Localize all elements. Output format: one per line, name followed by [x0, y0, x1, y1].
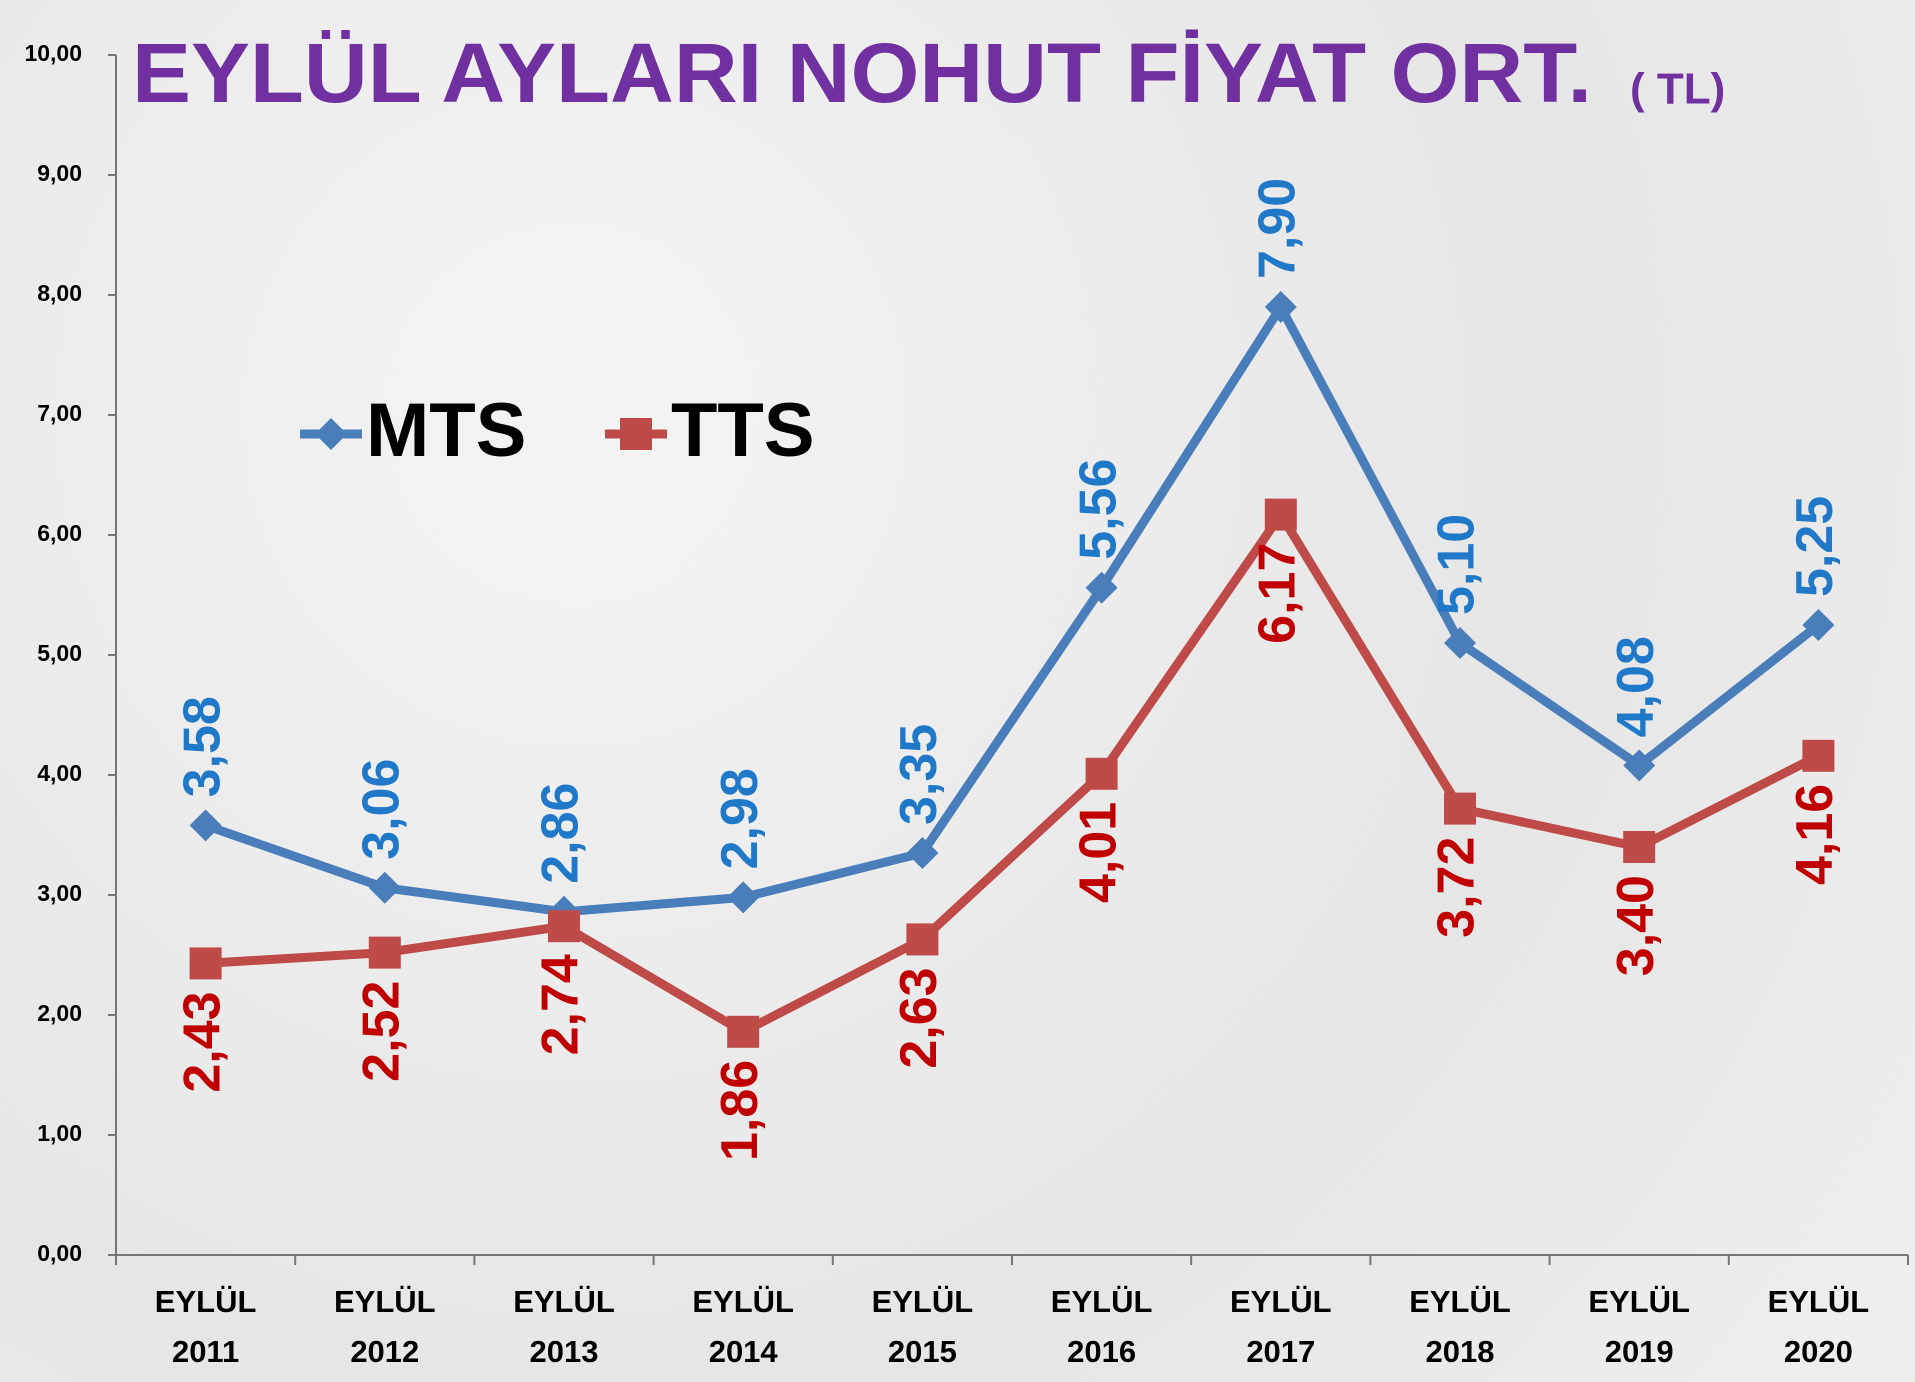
data-label: 2,63: [890, 967, 948, 1068]
marker: [189, 947, 222, 980]
x-tick-label: EYLÜL 2018: [1409, 1284, 1511, 1369]
data-label: 5,56: [1069, 459, 1127, 560]
marker: [1802, 739, 1835, 772]
x-tick-label: EYLÜL 2017: [1229, 1284, 1332, 1369]
marker: [1444, 792, 1476, 825]
x-tick-label: EYLÜL 2011: [154, 1284, 257, 1369]
data-label: 3,06: [353, 759, 411, 860]
y-tick-label: 1,00: [37, 1120, 82, 1146]
data-label: 2,98: [711, 768, 769, 869]
x-tick-label: EYLÜL 2012: [333, 1284, 436, 1369]
marker: [906, 923, 939, 956]
marker: [1444, 627, 1476, 659]
x-tick-label: EYLÜL 2013: [513, 1284, 615, 1369]
y-tick-label: 9,00: [37, 160, 82, 186]
data-label: 2,86: [532, 783, 590, 884]
data-label: 6,17: [1249, 543, 1307, 644]
data-label: 4,01: [1069, 802, 1127, 903]
x-tick-label: EYLÜL 2014: [692, 1284, 794, 1369]
marker: [1085, 757, 1118, 790]
marker: [1623, 831, 1656, 863]
data-label: 2,43: [173, 991, 231, 1092]
y-tick-label: 0,00: [37, 1240, 82, 1266]
data-label: 3,58: [173, 696, 231, 797]
series-line: [204, 302, 1822, 917]
marker: [1085, 571, 1118, 604]
marker: [315, 418, 347, 450]
data-label: 4,08: [1607, 636, 1665, 737]
data-label: 4,16: [1786, 784, 1844, 885]
data-label: 5,25: [1786, 496, 1844, 597]
marker: [189, 809, 222, 842]
y-tick-label: 3,00: [37, 880, 82, 906]
x-tick-label: EYLÜL 2015: [871, 1284, 974, 1369]
data-label: 1,86: [711, 1060, 769, 1161]
y-tick-label: 7,00: [37, 400, 82, 426]
legend-label: TTS: [671, 388, 815, 473]
marker: [1802, 609, 1835, 641]
data-label: 7,90: [1249, 178, 1307, 279]
chart-title: EYLÜL AYLARI NOHUT FİYAT ORT.: [132, 26, 1592, 120]
marker: [1264, 498, 1297, 531]
series-line: [205, 510, 1821, 1037]
y-tick-label: 10,00: [24, 40, 82, 66]
marker: [727, 881, 760, 914]
data-label: 3,40: [1607, 875, 1665, 976]
chart-subtitle: ( TL): [1630, 65, 1725, 114]
y-tick-label: 8,00: [37, 280, 82, 306]
marker: [620, 418, 652, 450]
y-tick-label: 4,00: [37, 760, 82, 786]
marker: [727, 1015, 760, 1048]
data-label: 3,35: [890, 724, 948, 825]
data-label: 3,72: [1428, 837, 1486, 938]
data-label: 2,74: [532, 954, 590, 1055]
data-label: 5,10: [1428, 514, 1486, 615]
marker: [1264, 291, 1297, 323]
marker: [368, 871, 401, 904]
x-tick-label: EYLÜL 2016: [1050, 1284, 1153, 1369]
y-tick-label: 6,00: [37, 520, 82, 546]
marker: [368, 936, 401, 969]
marker: [548, 910, 580, 943]
marker: [906, 837, 939, 869]
x-tick-label: EYLÜL 2020: [1767, 1284, 1870, 1369]
y-tick-label: 5,00: [37, 640, 82, 666]
data-label: 2,52: [353, 981, 411, 1082]
y-tick-label: 2,00: [37, 1000, 82, 1026]
legend-label: MTS: [366, 388, 526, 473]
x-tick-label: EYLÜL 2019: [1588, 1284, 1690, 1369]
marker: [1623, 749, 1656, 782]
